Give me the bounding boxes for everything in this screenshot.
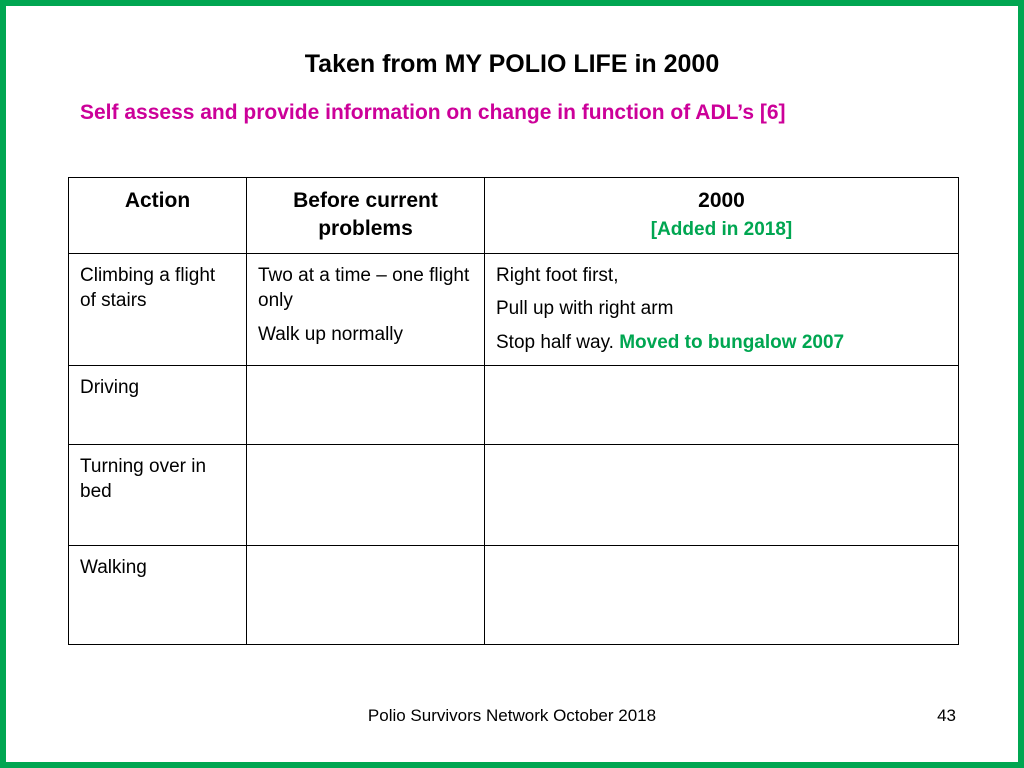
header-before: Before current problems	[246, 177, 485, 254]
slide-subtitle: Self assess and provide information on c…	[80, 101, 786, 124]
cell-paragraph: Two at a time – one flight only	[258, 264, 470, 312]
cell-paragraph: Climbing a flight of stairs	[80, 264, 216, 312]
table-row: Climbing a flight of stairs Two at a tim…	[68, 252, 959, 366]
slide-footer: Polio Survivors Network October 2018 43	[6, 706, 1018, 730]
cell-before: Two at a time – one flight only Walk up …	[246, 252, 485, 366]
cell-paragraph: Right foot first,	[496, 264, 619, 286]
header-year-label: 2000	[698, 189, 745, 212]
cell-action: Climbing a flight of stairs	[68, 252, 247, 366]
cell-year: Right foot first, Pull up with right arm…	[484, 252, 959, 366]
cell-paragraph: Walk up normally	[258, 323, 404, 345]
cell-paragraph: Stop half way. Moved to bungalow 2007	[496, 330, 947, 356]
header-year-note: [Added in 2018]	[650, 219, 793, 241]
footer-text: Polio Survivors Network October 2018	[367, 706, 657, 725]
slide-title: Taken from MY POLIO LIFE in 2000	[304, 50, 720, 78]
table-row: Driving	[68, 364, 959, 445]
cell-before	[246, 544, 485, 645]
header-year: 2000 [Added in 2018]	[484, 177, 959, 254]
cell-before	[246, 364, 485, 445]
cell-text: Stop half way.	[496, 331, 620, 353]
cell-paragraph: Walking	[80, 556, 147, 578]
cell-highlight-text: Moved to bungalow 2007	[619, 331, 845, 353]
cell-year	[484, 443, 959, 546]
cell-action: Driving	[68, 364, 247, 445]
header-action: Action	[68, 177, 247, 254]
cell-paragraph: Pull up with right arm	[496, 298, 674, 320]
adl-table: Action Before current problems 2000 [Add…	[68, 177, 959, 645]
cell-before	[246, 443, 485, 546]
cell-year	[484, 364, 959, 445]
cell-paragraph: Turning over in bed	[80, 455, 207, 503]
cell-paragraph: Driving	[80, 376, 140, 398]
cell-year	[484, 544, 959, 645]
table-row: Walking	[68, 544, 959, 645]
page-number: 43	[937, 706, 956, 725]
table-row: Turning over in bed	[68, 443, 959, 546]
table-header-row: Action Before current problems 2000 [Add…	[68, 177, 959, 254]
cell-action: Walking	[68, 544, 247, 645]
cell-action: Turning over in bed	[68, 443, 247, 546]
